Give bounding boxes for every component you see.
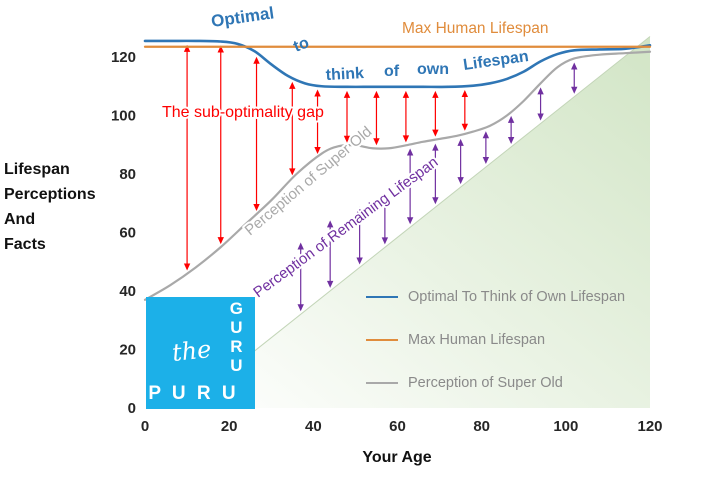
- legend-label-max-lifespan: Max Human Lifespan: [408, 332, 546, 348]
- annotation-of-word: of: [384, 63, 400, 80]
- age-diagonal-line: [182, 36, 651, 409]
- x-tick-label: 120: [637, 418, 662, 435]
- series-line-blue: [143, 39, 652, 89]
- annotation-to-word: to: [291, 34, 312, 56]
- y-tick-label: 40: [119, 283, 136, 300]
- y-tick-label: 60: [119, 225, 136, 242]
- annotation-lifespan-word: Lifespan: [462, 48, 530, 74]
- remaining-lifespan-arrows: [297, 62, 578, 312]
- legend-item-super-old: Perception of Super Old: [366, 374, 625, 392]
- x-axis-title: Your Age: [362, 449, 431, 466]
- plot-layer: 0 20 40 60 80 100 120 0 20 40 60 80 100 120: [111, 36, 663, 435]
- y-tick-label: 120: [111, 49, 136, 66]
- logo-letter-u1: U: [230, 318, 243, 337]
- logo-letter-g: G: [229, 299, 243, 318]
- logo-the-word: the: [170, 335, 213, 367]
- legend-label-optimal: Optimal To Think of Own Lifespan: [408, 289, 626, 305]
- annotation-sub-optimality-gap: The sub-optimality gap: [162, 104, 324, 121]
- x-tick-label: 20: [221, 418, 238, 435]
- legend-line-swatch-optimal: [366, 296, 398, 298]
- x-tick-label: 80: [473, 418, 490, 435]
- y-axis-title-line2: Perceptions: [4, 186, 96, 203]
- legend-item-max-lifespan: Max Human Lifespan: [366, 331, 625, 349]
- legend-line-swatch-max-lifespan: [366, 339, 398, 341]
- logo-letter-r: R: [230, 337, 243, 356]
- y-axis-title-line4: Facts: [4, 236, 46, 253]
- annotation-own-word: own: [417, 61, 449, 78]
- legend-line-swatch-super-old: [366, 382, 398, 384]
- legend-item-optimal: Optimal To Think of Own Lifespan: [366, 288, 625, 306]
- sub-optimality-gap-arrows: [183, 44, 469, 271]
- x-tick-label: 40: [305, 418, 322, 435]
- annotation-think-word: think: [325, 65, 364, 84]
- series-line-gray: [143, 50, 652, 301]
- annotation-max-human-lifespan: Max Human Lifespan: [402, 20, 548, 37]
- logo-letter-u2: U: [230, 356, 243, 375]
- x-tick-label: 0: [141, 418, 149, 435]
- y-tick-label: 0: [128, 400, 136, 417]
- y-axis-title-line3: And: [4, 211, 35, 228]
- logo-puru-word: P U R U: [148, 383, 239, 404]
- x-tick-label: 100: [553, 418, 578, 435]
- puru-guru-logo: G U R U the P U R U: [146, 297, 255, 409]
- x-tick-label: 60: [389, 418, 406, 435]
- y-tick-label: 80: [119, 166, 136, 183]
- legend-label-super-old: Perception of Super Old: [408, 375, 563, 391]
- annotation-optimal-word: Optimal: [210, 3, 275, 31]
- y-tick-label: 100: [111, 108, 136, 125]
- y-tick-label: 20: [119, 342, 136, 359]
- y-axis-title-line1: Lifespan: [4, 161, 70, 178]
- logo-guru-letters: G U R U: [230, 299, 243, 375]
- chart-legend: Optimal To Think of Own Lifespan Max Hum…: [366, 288, 625, 392]
